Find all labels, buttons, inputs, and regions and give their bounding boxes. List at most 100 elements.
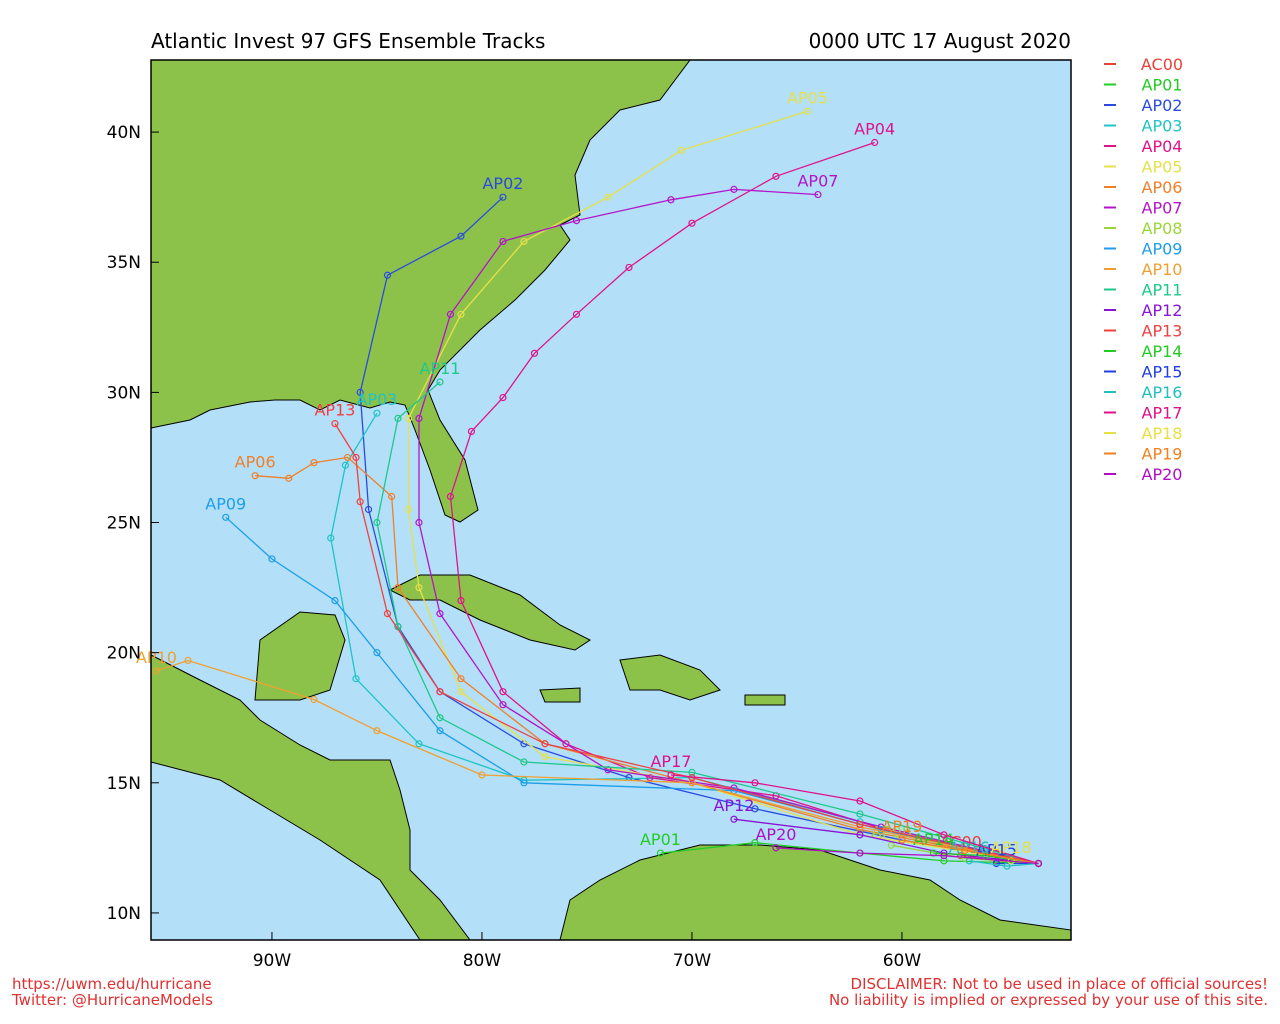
legend-label: AP06 (1142, 178, 1183, 197)
y-tick-label: 10N (107, 904, 141, 924)
x-tick-label: 70W (673, 951, 712, 971)
legend-label: AP01 (1142, 76, 1183, 95)
legend-label: AC00 (1141, 55, 1183, 74)
track (733, 818, 1039, 865)
disclaimer: DISCLAIMER: Not to be used in place of o… (851, 975, 1268, 993)
legend-label: AP11 (1142, 281, 1183, 300)
track (418, 188, 1039, 865)
track-point (352, 675, 360, 683)
track-point (388, 492, 396, 501)
track-point (772, 844, 780, 852)
track-point (688, 779, 696, 787)
track-point (520, 779, 528, 787)
legend-label: AP05 (1142, 158, 1183, 177)
legend-label: AP04 (1142, 137, 1183, 156)
track-point (222, 513, 230, 521)
footer-url[interactable]: https://uwm.edu/hurricane (12, 975, 212, 993)
track-label: AP20 (755, 825, 796, 844)
track-point (856, 810, 864, 818)
track-point (688, 768, 696, 776)
legend-label: AP07 (1142, 199, 1183, 218)
track-point (394, 583, 402, 592)
map-frame (150, 59, 1072, 941)
legend-label: AP18 (1142, 424, 1183, 443)
track-point (436, 727, 444, 735)
track-point (803, 107, 812, 115)
track (255, 456, 1039, 865)
track-point (530, 349, 539, 357)
track-point (404, 414, 413, 423)
track-label: AP04 (854, 120, 895, 139)
track-point (814, 190, 822, 199)
track-point (415, 583, 423, 592)
track-label: AP19 (881, 817, 922, 836)
track-point (499, 237, 507, 246)
legend-label: AP09 (1142, 240, 1183, 259)
track-point (940, 852, 948, 860)
track-point (268, 555, 276, 563)
north-america (150, 59, 691, 523)
y-tick-label: 25N (107, 514, 141, 534)
legend-label: AP12 (1142, 301, 1183, 320)
legend-label: AP17 (1142, 404, 1183, 423)
track-point (415, 518, 423, 527)
track-point (604, 193, 612, 201)
central-america (150, 654, 471, 941)
y-tick-label: 35N (107, 253, 141, 273)
track-point (310, 459, 318, 467)
track-point (404, 505, 413, 514)
track-point (184, 656, 192, 665)
track-label: AP18 (991, 838, 1032, 857)
track-point (373, 409, 381, 417)
track-point (541, 753, 549, 761)
tracks: AC00AP01AP02AP03AP04AP05AP06AP07AP08AP09… (136, 88, 1043, 870)
disclaimer: No liability is implied or expressed by … (829, 991, 1268, 1009)
south-america (559, 844, 1072, 941)
track-point (373, 518, 381, 527)
track-label: AP03 (356, 390, 397, 409)
track-point (562, 740, 570, 748)
track-point (457, 688, 465, 696)
track (359, 196, 1039, 865)
track-point (751, 805, 759, 813)
track-point (856, 797, 864, 805)
track (449, 141, 1039, 865)
track-point (856, 820, 864, 829)
track-point (251, 472, 259, 480)
y-tick-label: 15N (107, 774, 141, 794)
legend-label: AP16 (1142, 383, 1183, 402)
track (376, 381, 1039, 865)
track (156, 659, 1039, 865)
track-point (625, 263, 633, 272)
track-point (688, 219, 696, 227)
track-point (394, 414, 402, 423)
track-point (772, 172, 780, 180)
track-point (373, 727, 381, 735)
track-point (499, 701, 507, 709)
track-label: AP02 (482, 174, 523, 193)
track-label: AP01 (640, 830, 681, 849)
track (901, 839, 1039, 865)
track-point (373, 649, 381, 657)
puerto-rico (744, 694, 786, 706)
track-label: AP10 (136, 648, 177, 667)
track-label: AP11 (419, 359, 460, 378)
track-point (446, 492, 455, 501)
track-point (383, 610, 392, 618)
legend-label: AP20 (1142, 465, 1183, 484)
track-point (499, 688, 507, 696)
track-point (457, 675, 465, 683)
track-point (310, 695, 318, 704)
track-point (364, 505, 373, 514)
track-label: AP13 (314, 401, 355, 420)
title: Atlantic Invest 97 GFS Ensemble Tracks (151, 29, 545, 53)
track-point (541, 740, 549, 748)
track-point (856, 831, 864, 839)
track-point (499, 393, 507, 402)
track-point (356, 388, 364, 396)
track-point (436, 610, 444, 618)
legend-label: AP19 (1142, 445, 1183, 464)
track-point (646, 773, 654, 782)
footer-twitter[interactable]: Twitter: @HurricaneModels (11, 991, 213, 1009)
jamaica (539, 687, 581, 703)
